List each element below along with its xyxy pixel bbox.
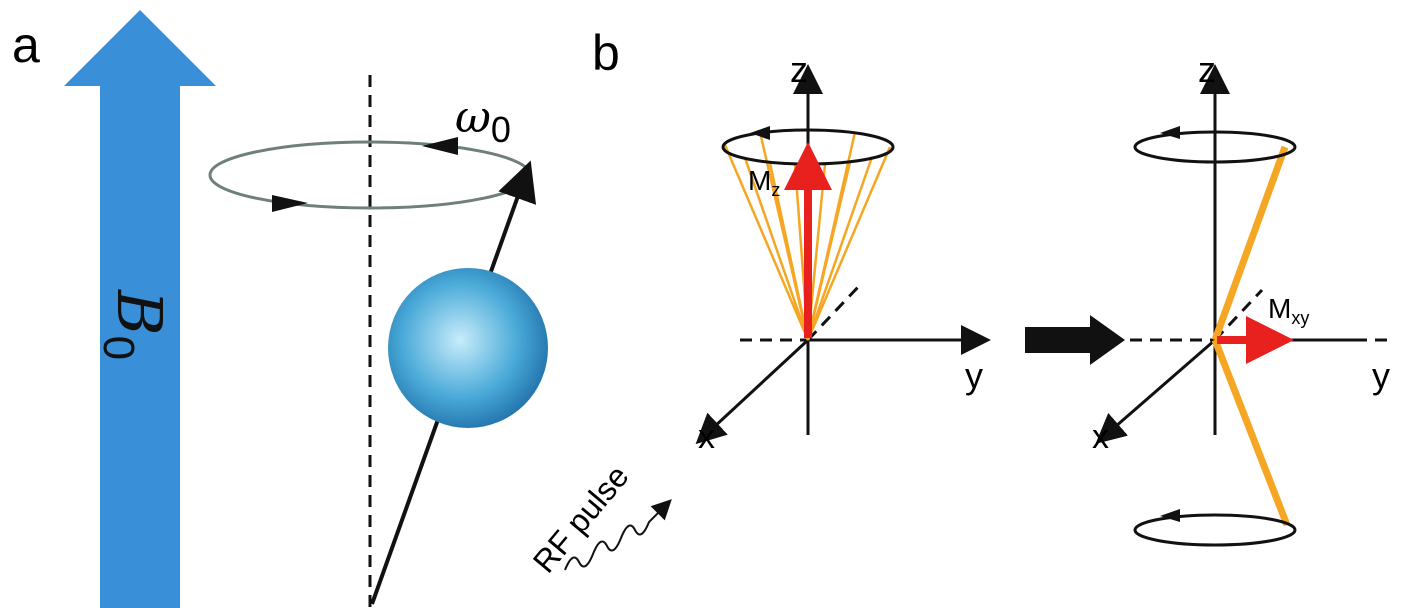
field-label: B0 xyxy=(94,289,176,360)
magnetization-label: Mz xyxy=(748,165,780,200)
magnetization-subscript: xy xyxy=(1291,308,1309,328)
transition-arrow xyxy=(1025,315,1125,365)
arrowhead xyxy=(272,195,308,212)
axis-label: y xyxy=(1372,355,1390,396)
rf-wave xyxy=(564,499,672,571)
precession-subscript: 0 xyxy=(491,109,511,150)
precession-symbol: ω xyxy=(455,92,491,143)
field-arrow xyxy=(64,10,216,608)
magnetization-subscript: z xyxy=(771,180,780,200)
field-symbol: B xyxy=(103,289,176,336)
magnetization-symbol: M xyxy=(1268,293,1291,324)
field-subscript: 0 xyxy=(94,336,143,360)
magnetization-symbol: M xyxy=(748,165,771,196)
magnetization-label: Mxy xyxy=(1268,293,1309,328)
axis-label: z xyxy=(790,49,808,90)
axes-after xyxy=(1095,64,1392,547)
spin-sphere xyxy=(388,268,548,428)
axis-label: x xyxy=(1092,418,1109,456)
panel-label: b xyxy=(592,25,620,81)
axis-label: z xyxy=(1198,49,1216,90)
axis-label: x xyxy=(698,418,715,456)
panel-label: a xyxy=(12,17,40,73)
axis-label: y xyxy=(965,355,983,396)
arrowhead xyxy=(422,137,458,155)
precession-label: ω0 xyxy=(455,92,511,150)
